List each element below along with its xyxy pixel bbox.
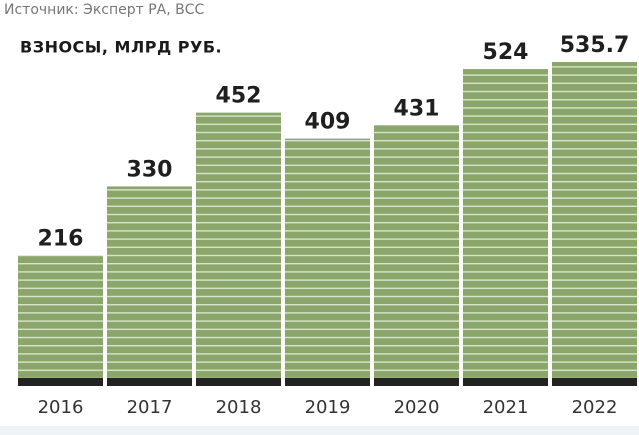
x-tick-label: 2021 xyxy=(483,397,529,418)
value-label: 431 xyxy=(394,96,440,121)
bar xyxy=(18,255,103,386)
bar xyxy=(285,138,370,386)
value-label: 524 xyxy=(483,40,529,65)
x-tick-label: 2016 xyxy=(38,397,84,418)
bar-base xyxy=(107,378,192,386)
bar xyxy=(196,112,281,386)
source: Источник: Эксперт РА, ВСС xyxy=(4,2,205,18)
bar-base xyxy=(18,378,103,386)
bar-base xyxy=(285,378,370,386)
bar xyxy=(463,69,548,386)
x-tick-label: 2020 xyxy=(394,397,440,418)
value-label: 409 xyxy=(305,110,351,135)
bar-base xyxy=(463,378,548,386)
value-label: 535.7 xyxy=(560,33,630,58)
x-tick-label: 2019 xyxy=(305,397,351,418)
value-label: 452 xyxy=(216,84,262,109)
x-tick-label: 2018 xyxy=(216,397,262,418)
x-tick-label: 2017 xyxy=(127,397,173,418)
bar-base xyxy=(374,378,459,386)
bar-base xyxy=(196,378,281,386)
bar xyxy=(552,62,637,386)
value-label: 216 xyxy=(38,226,84,251)
bottom-band xyxy=(0,426,639,435)
bar xyxy=(374,125,459,386)
bar xyxy=(107,186,192,386)
chart-title: ВЗНОСЫ, МЛРД РУБ. xyxy=(20,38,222,57)
x-tick-label: 2022 xyxy=(572,397,618,418)
value-label: 330 xyxy=(127,157,173,182)
bar-base xyxy=(552,378,637,386)
